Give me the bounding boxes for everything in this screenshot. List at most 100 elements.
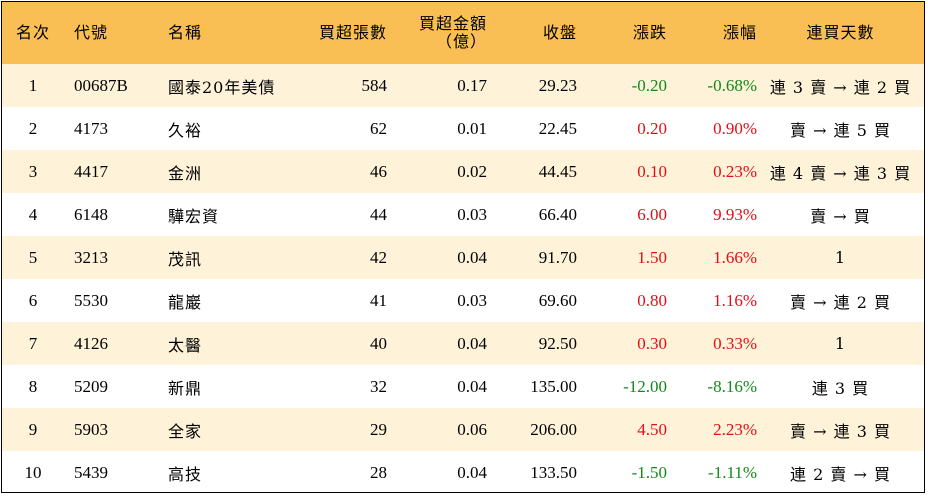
- cell-close: 69.60: [538, 290, 577, 310]
- cell-code: 4173: [74, 118, 108, 138]
- cell-net-lots: 62: [370, 118, 387, 138]
- cell-streak-text: 賣 → 買: [810, 206, 871, 226]
- cell-net-amount: 0.04: [457, 462, 487, 482]
- cell-net-amount: 0.03: [457, 204, 487, 224]
- cell-streak-text: 連 3 買: [811, 378, 870, 398]
- table-body: 1 00687B 國泰20年美債 584 0.17 29.23 -0.20 -0.68% 連 3…: [2, 64, 924, 492]
- cell-net-amount: 0.04: [457, 333, 487, 353]
- cell-streak-text: 1: [834, 247, 847, 267]
- cell-net-lots: 44: [370, 204, 387, 224]
- cell-streak: 賣 → 連 3 買: [757, 408, 924, 451]
- cell-name-text: 金洲: [168, 163, 203, 183]
- cell-net-amount: 0.17: [457, 75, 487, 95]
- cell-change: 6.00: [637, 204, 667, 224]
- cell-change-pct: -0.68%: [707, 75, 757, 95]
- cell-rank: 1: [28, 75, 38, 95]
- cell-code: 00687B: [74, 75, 128, 95]
- cell-rank: 4: [28, 204, 38, 224]
- cell-close: 91.70: [538, 247, 577, 267]
- cell-streak: 1: [757, 236, 924, 279]
- cell-name: 龍巖: [158, 279, 291, 322]
- cell-streak: 連 3 賣 → 連 2 買: [757, 64, 924, 107]
- cell-net-lots: 32: [370, 376, 387, 396]
- cell-net-lots: 584: [361, 75, 388, 95]
- cell-close: 135.00: [530, 376, 577, 396]
- cell-rank: 10: [24, 462, 42, 482]
- cell-change-pct: -1.11%: [708, 462, 757, 482]
- cell-name-text: 太醫: [168, 335, 203, 355]
- cell-streak-text: 連 4 賣 → 連 3 買: [769, 163, 912, 183]
- table-row: 5 3213 茂訊 42 0.04 91.70 1.50 1.66% 1: [2, 236, 924, 279]
- table-row: 3 4417 金洲 46 0.02 44.45 0.10 0.23% 連 4 賣 → 連 3 買: [2, 150, 924, 193]
- cell-net-lots: 41: [370, 290, 387, 310]
- cell-net-amount: 0.04: [457, 247, 487, 267]
- cell-streak: 賣 → 連 5 買: [757, 107, 924, 150]
- cell-code: 5209: [74, 376, 108, 396]
- cell-change: -0.20: [631, 75, 667, 95]
- cell-change: 1.50: [637, 247, 667, 267]
- cell-name-text: 新鼎: [168, 378, 203, 398]
- cell-change-pct: 0.33%: [713, 333, 757, 353]
- cell-change-pct: 0.90%: [713, 118, 757, 138]
- table-row: 9 5903 全家 29 0.06 206.00 4.50 2.23% 賣 → 連 3 買: [2, 408, 924, 451]
- cell-rank: 3: [28, 161, 38, 181]
- cell-net-amount: 0.01: [457, 118, 487, 138]
- cell-code: 5903: [74, 419, 108, 439]
- cell-streak: 連 2 賣 → 買: [757, 451, 924, 492]
- cell-code: 6148: [74, 204, 108, 224]
- cell-name-text: 全家: [168, 421, 203, 441]
- cell-change: 0.10: [637, 161, 667, 181]
- cell-name-text: 國泰20年美債: [168, 77, 276, 97]
- header-net-lots: 買超張數: [318, 23, 387, 42]
- cell-name-text: 驊宏資: [168, 206, 220, 226]
- cell-net-lots: 28: [370, 462, 387, 482]
- cell-code: 5530: [74, 290, 108, 310]
- table-row: 8 5209 新鼎 32 0.04 135.00 -12.00 -8.16% 連 3 買: [2, 365, 924, 408]
- cell-name-text: 高技: [168, 464, 203, 484]
- cell-name: 驊宏資: [158, 193, 291, 236]
- cell-net-amount: 0.04: [457, 376, 487, 396]
- cell-name: 新鼎: [158, 365, 291, 408]
- cell-name: 茂訊: [158, 236, 291, 279]
- cell-streak-text: 賣 → 連 5 買: [790, 120, 891, 140]
- cell-streak: 賣 → 買: [757, 193, 924, 236]
- cell-name: 全家: [158, 408, 291, 451]
- cell-net-amount: 0.06: [457, 419, 487, 439]
- cell-name-text: 久裕: [168, 120, 203, 140]
- cell-streak-text: 1: [834, 333, 847, 353]
- table-row: 4 6148 驊宏資 44 0.03 66.40 6.00 9.93% 賣 → 買: [2, 193, 924, 236]
- cell-change-pct: 2.23%: [713, 419, 757, 439]
- cell-close: 66.40: [538, 204, 577, 224]
- cell-close: 44.45: [538, 161, 577, 181]
- cell-change: -1.50: [631, 462, 667, 482]
- cell-code: 3213: [74, 247, 108, 267]
- cell-streak: 1: [757, 322, 924, 365]
- header-change: 漲跌: [632, 23, 667, 42]
- header-rank: 名次: [15, 23, 50, 42]
- cell-name: 高技: [158, 451, 291, 492]
- header-name: 名稱: [168, 23, 203, 42]
- cell-net-lots: 42: [370, 247, 387, 267]
- cell-net-lots: 40: [370, 333, 387, 353]
- cell-streak: 連 3 買: [757, 365, 924, 408]
- cell-close: 133.50: [530, 462, 577, 482]
- cell-change-pct: 0.23%: [713, 161, 757, 181]
- header-net-amount: 買超金額 （億）: [387, 2, 487, 64]
- cell-change: 0.80: [637, 290, 667, 310]
- cell-close: 22.45: [538, 118, 577, 138]
- cell-name-text: 龍巖: [168, 292, 203, 312]
- cell-change: -12.00: [623, 376, 667, 396]
- cell-name-text: 茂訊: [168, 249, 203, 269]
- cell-streak-text: 連 3 賣 → 連 2 買: [769, 77, 912, 97]
- cell-name: 太醫: [158, 322, 291, 365]
- header-streak: 連買天數: [806, 23, 875, 42]
- cell-name: 久裕: [158, 107, 291, 150]
- table-row: 6 5530 龍巖 41 0.03 69.60 0.80 1.16% 賣 → 連 2 買: [2, 279, 924, 322]
- cell-net-amount: 0.03: [457, 290, 487, 310]
- cell-streak: 連 4 賣 → 連 3 買: [757, 150, 924, 193]
- cell-rank: 5: [28, 247, 38, 267]
- cell-streak-text: 賣 → 連 3 買: [790, 421, 891, 441]
- cell-code: 4126: [74, 333, 108, 353]
